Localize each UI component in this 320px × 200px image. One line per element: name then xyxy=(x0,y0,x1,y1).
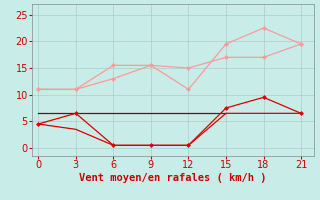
X-axis label: Vent moyen/en rafales ( km/h ): Vent moyen/en rafales ( km/h ) xyxy=(79,173,267,183)
